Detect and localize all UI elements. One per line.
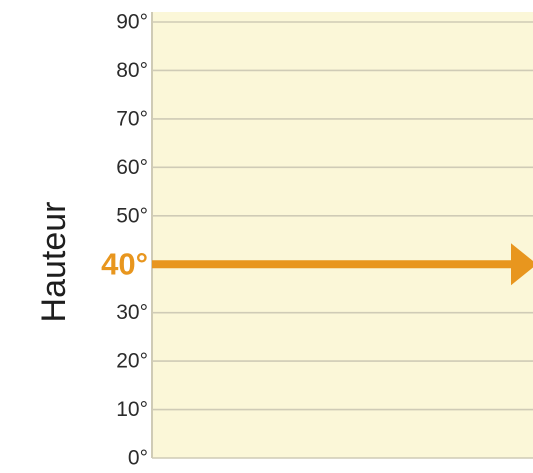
- y-tick-label: 0°: [128, 447, 148, 470]
- y-tick-label: 90°: [116, 11, 148, 34]
- y-tick-label: 30°: [116, 301, 148, 324]
- y-tick-label: 80°: [116, 59, 148, 82]
- y-tick-label: 60°: [116, 156, 148, 179]
- y-axis-title: Hauteur: [35, 202, 73, 323]
- chart-plot-area: [152, 12, 533, 458]
- y-tick-label: 50°: [116, 204, 148, 227]
- y-tick-label: 10°: [116, 398, 148, 421]
- y-tick-labels: 0° 10° 20° 30° 40° 50° 60° 70° 80° 90°: [101, 11, 148, 470]
- highlight-arrow-head: [511, 243, 533, 286]
- y-tick-label: 20°: [116, 350, 148, 373]
- grid-lines: [151, 12, 533, 459]
- y-tick-label: 70°: [116, 107, 148, 130]
- highlight-arrow-group: [152, 243, 533, 286]
- highlight-tick-label: 40°: [101, 247, 148, 282]
